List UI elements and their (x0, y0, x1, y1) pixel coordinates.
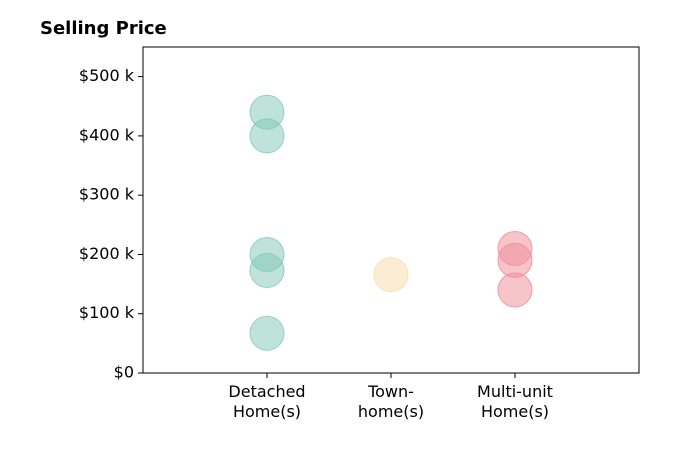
y-tick-label: $200 k (79, 244, 135, 263)
point (249, 118, 285, 154)
y-tick-label: $500 k (79, 66, 135, 85)
y-tick-label: $300 k (79, 185, 135, 204)
y-tick-label: $400 k (79, 125, 135, 144)
point (373, 257, 409, 293)
x-tick-label: Town- home(s) (357, 382, 425, 421)
point (497, 272, 533, 308)
x-tick-label: Multi-unit Home(s) (477, 382, 553, 421)
x-tick-label: Detached Home(s) (228, 382, 306, 421)
point (497, 242, 533, 278)
y-tick-label: $0 (114, 363, 134, 382)
chart-title: Selling Price (40, 18, 167, 39)
y-tick-label: $100 k (79, 303, 135, 322)
point (249, 252, 285, 288)
plot-frame (142, 46, 640, 374)
point (249, 315, 285, 351)
